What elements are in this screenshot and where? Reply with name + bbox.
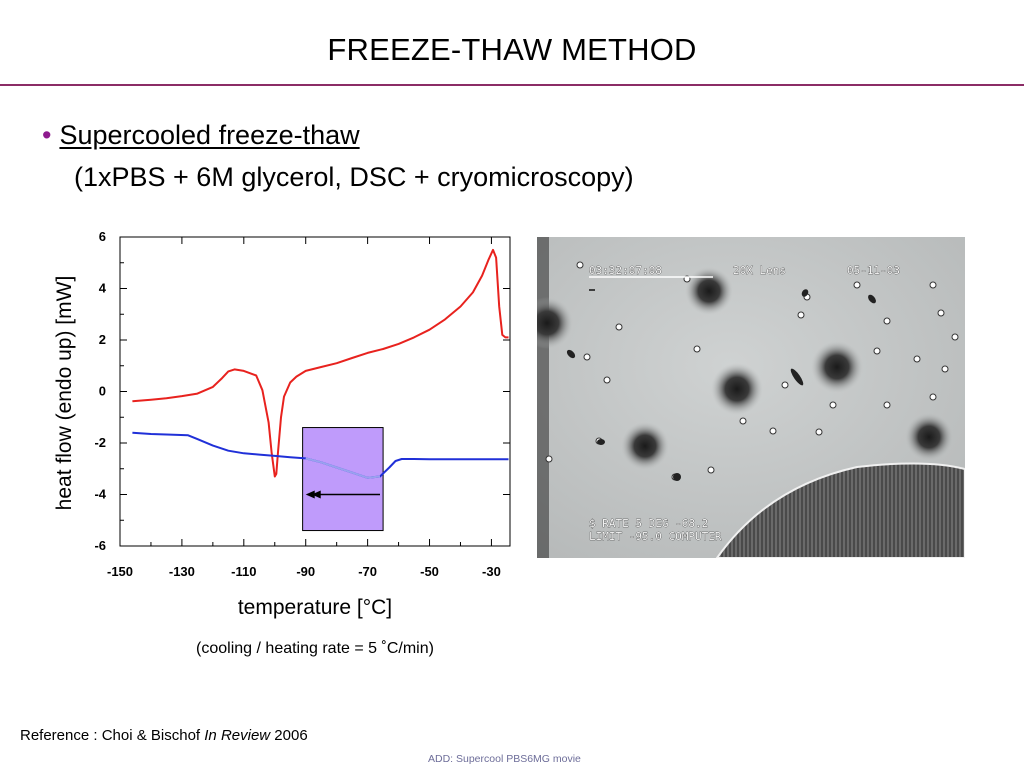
bullet-dot-icon: • — [42, 120, 52, 150]
series-line-3 — [305, 457, 381, 479]
cell-blob — [621, 422, 669, 470]
ice-crystal-front — [715, 462, 965, 558]
y-tick-label: 6 — [99, 229, 106, 244]
x-tick-label: -70 — [358, 564, 377, 579]
micro-date: 05-11-03 — [847, 264, 900, 277]
micro-rate: $ RATE 5 DEG -68.2 — [589, 517, 708, 530]
x-tick-label: -90 — [296, 564, 315, 579]
bullet-item: • Supercooled freeze-thaw — [42, 120, 360, 151]
x-axis-label: temperature [°C] — [237, 596, 393, 619]
cell-blob — [537, 297, 573, 349]
series-line-1 — [132, 248, 509, 478]
x-tick-label: -150 — [107, 564, 133, 579]
y-tick-label: -4 — [94, 487, 106, 502]
x-tick-label: -130 — [169, 564, 195, 579]
micro-lens: 20X Lens — [733, 264, 786, 277]
reference: Reference : Choi & Bischof In Review 200… — [20, 727, 308, 744]
rate-caption: (cooling / heating rate = 5 ˚C/min) — [196, 640, 434, 657]
cell-blob — [685, 267, 733, 315]
cell-blob — [811, 341, 863, 393]
y-tick-label: 4 — [99, 281, 107, 296]
slide-title: FREEZE-THAW METHOD — [327, 32, 697, 67]
bullet-heading: Supercooled freeze-thaw — [59, 120, 360, 150]
bullet-subtitle: (1xPBS + 6M glycerol, DSC + cryomicrosco… — [74, 162, 634, 192]
cell-blob — [711, 363, 763, 415]
footer-note: ADD: Supercool PBS6MG movie — [428, 753, 581, 765]
arrow-head — [305, 490, 315, 499]
dark-particles — [566, 289, 876, 481]
y-tick-label: -2 — [94, 435, 106, 450]
title-divider — [0, 84, 1024, 86]
micro-left-edge — [537, 237, 549, 558]
reference-journal: In Review — [204, 727, 271, 744]
y-tick-label: 2 — [99, 332, 106, 347]
cryomicroscopy-image: 03:32:07:08 20X Lens 05-11-03 $ RATE 5 D… — [537, 237, 965, 558]
cell-blob — [905, 413, 953, 461]
micro-limit: LIMIT -95.0 COMPUTER — [589, 530, 722, 543]
y-axis-label: heat flow (endo up) [mW] — [53, 275, 76, 511]
micro-time: 03:32:07:08 — [589, 264, 662, 277]
x-tick-label: -30 — [482, 564, 501, 579]
x-tick-label: -50 — [420, 564, 439, 579]
reference-prefix: Reference : Choi & Bischof — [20, 727, 205, 744]
y-tick-label: -6 — [94, 538, 106, 553]
x-tick-label: -110 — [231, 564, 256, 579]
y-tick-label: 0 — [99, 384, 106, 399]
arrow-head — [311, 490, 321, 499]
reference-year: 2006 — [270, 727, 308, 744]
highlight-region — [302, 427, 384, 532]
